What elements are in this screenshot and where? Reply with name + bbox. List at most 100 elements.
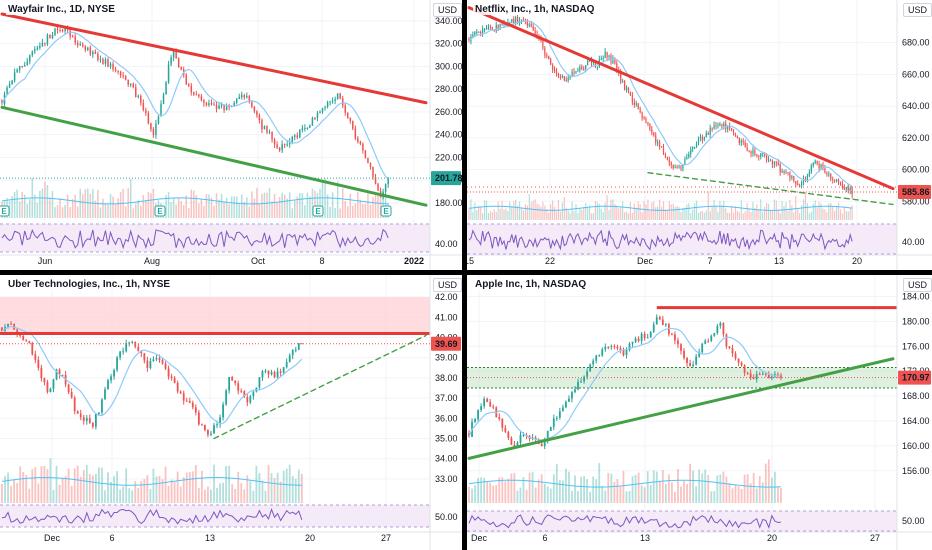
candle-body xyxy=(468,433,470,437)
candle-body xyxy=(777,374,779,376)
x-tick-label: Oct xyxy=(251,256,266,266)
candle-body xyxy=(64,28,66,32)
candle-body xyxy=(604,346,607,350)
candle-body xyxy=(79,413,82,418)
volume-bar xyxy=(580,476,582,503)
volume-bar xyxy=(58,484,61,503)
uber-chart-svg[interactable]: 33.0034.0035.0036.0037.0038.0039.0040.00… xyxy=(0,275,462,550)
volume-bar xyxy=(600,208,602,220)
candle-body xyxy=(501,419,504,428)
candle-body xyxy=(631,341,634,344)
candle-body xyxy=(695,356,698,365)
candle-body xyxy=(200,96,203,101)
candle-body xyxy=(716,325,719,334)
netflix-chart-pane[interactable]: 580.00 600.00 620.00 640.00 660.00 680.00 40.0… xyxy=(467,0,932,270)
volume-bar xyxy=(660,206,663,220)
candle-body xyxy=(730,128,733,130)
candle-body xyxy=(561,407,564,412)
candle-body xyxy=(234,380,237,384)
candle-body xyxy=(734,134,737,137)
candle-body xyxy=(268,131,271,133)
candle-body xyxy=(67,384,70,393)
volume-bar xyxy=(509,201,511,220)
candle-body xyxy=(216,424,218,426)
volume-bar xyxy=(185,472,188,503)
y-tick-label: 35.00 xyxy=(435,434,458,444)
candle-body xyxy=(205,102,208,106)
volume-bar xyxy=(137,488,140,503)
candle-body xyxy=(767,374,770,379)
volume-bar xyxy=(546,208,548,220)
candle-body xyxy=(660,146,663,148)
volume-bar xyxy=(276,472,279,503)
netflix-chart-svg[interactable]: 580.00 600.00 620.00 640.00 660.00 680.00 40.0… xyxy=(467,0,932,270)
volume-bar xyxy=(478,205,480,220)
x-tick-label: 22 xyxy=(545,256,555,266)
candle-body xyxy=(546,430,549,441)
candle-body xyxy=(8,83,11,88)
volume-bar xyxy=(218,199,220,218)
volume-bar xyxy=(573,211,575,220)
wayfair-chart-pane[interactable]: EEEE180.00200.00220.00240.00260.00280.00… xyxy=(0,0,462,270)
volume-bar xyxy=(558,480,561,503)
candle-body xyxy=(491,27,493,31)
candle-body xyxy=(297,343,300,350)
volume-bar xyxy=(826,212,828,220)
uber-chart-pane[interactable]: 33.0034.0035.0036.0037.0038.0039.0040.00… xyxy=(0,275,462,550)
volume-bar xyxy=(225,465,228,503)
volume-bar xyxy=(649,210,651,220)
candle-body xyxy=(583,68,585,70)
volume-bar xyxy=(565,468,567,503)
volume-bar xyxy=(282,470,285,503)
candle-body xyxy=(134,341,137,347)
apple-chart-svg[interactable]: 156.00160.00164.00168.00172.00176.00180.… xyxy=(467,275,932,550)
candle-body xyxy=(288,355,291,362)
volume-bar xyxy=(329,206,331,218)
apple-chart-pane[interactable]: 156.00160.00164.00168.00172.00176.00180.… xyxy=(467,275,932,550)
candle-body xyxy=(532,26,534,31)
candle-body xyxy=(495,25,497,31)
apple-currency-badge: USD xyxy=(903,278,932,292)
candle-body xyxy=(198,94,200,97)
volume-bar xyxy=(193,190,195,218)
volume-bar xyxy=(29,199,31,218)
candle-body xyxy=(585,65,587,69)
volume-bar xyxy=(694,203,696,220)
candle-body xyxy=(278,147,281,151)
volume-bar xyxy=(334,208,336,218)
volume-bar xyxy=(321,180,324,218)
volume-bar xyxy=(319,188,321,218)
volume-bar xyxy=(690,213,692,220)
volume-bar xyxy=(588,205,591,220)
candle-body xyxy=(119,71,122,76)
volume-bar xyxy=(11,196,13,218)
y-tick-label: 39.00 xyxy=(435,353,458,363)
candle-body xyxy=(203,100,205,103)
x-tick-label: 13 xyxy=(774,256,784,266)
volume-bar xyxy=(816,207,818,220)
volume-bar xyxy=(499,208,501,220)
candle-body xyxy=(52,379,55,389)
candle-body xyxy=(294,135,296,137)
wayfair-chart-svg[interactable]: EEEE180.00200.00220.00240.00260.00280.00… xyxy=(0,0,462,270)
volume-bar xyxy=(851,205,853,220)
candle-body xyxy=(742,141,744,143)
candle-body xyxy=(107,380,109,390)
candle-body xyxy=(773,162,775,165)
candle-body xyxy=(760,153,762,157)
candle-body xyxy=(678,166,680,168)
volume-bar xyxy=(695,200,698,220)
candle-body xyxy=(737,358,740,363)
volume-bar xyxy=(526,205,528,220)
volume-bar xyxy=(203,206,205,218)
volume-bar xyxy=(142,194,145,218)
candle-body xyxy=(522,434,525,436)
candle-body xyxy=(635,103,637,105)
volume-bar xyxy=(716,475,719,503)
candle-body xyxy=(804,178,807,180)
candle-body xyxy=(795,181,797,185)
candle-body xyxy=(661,319,664,325)
candle-body xyxy=(152,129,155,136)
volume-average-line xyxy=(1,197,389,205)
candle-body xyxy=(246,397,249,403)
